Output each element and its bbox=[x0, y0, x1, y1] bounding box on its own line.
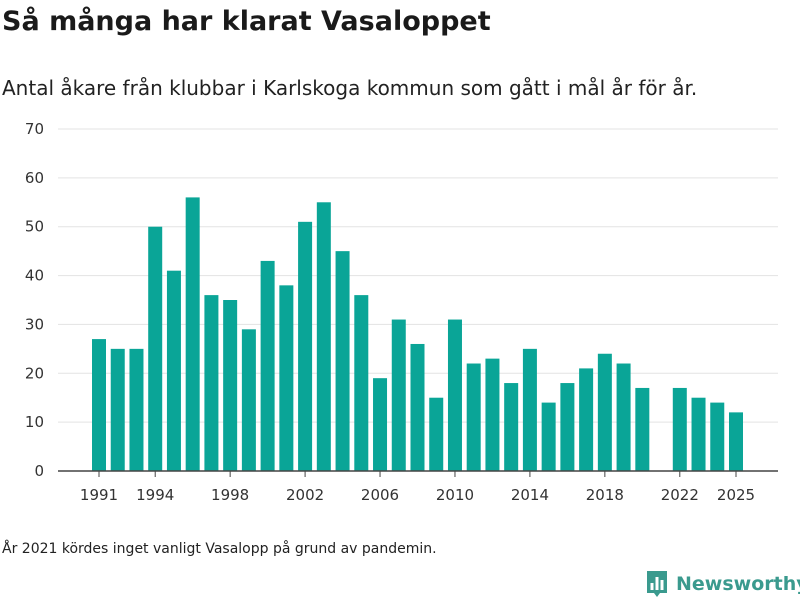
x-tick-label: 2006 bbox=[361, 486, 399, 504]
bars bbox=[92, 197, 743, 472]
bar-1992 bbox=[110, 348, 125, 471]
bar-2014 bbox=[522, 348, 537, 471]
y-tick-label: 20 bbox=[25, 364, 44, 382]
chart-title: Så många har klarat Vasaloppet bbox=[2, 6, 491, 37]
bar-2010 bbox=[447, 319, 462, 471]
bar-1997 bbox=[204, 295, 219, 471]
bar-2003 bbox=[316, 202, 331, 472]
bar-2024 bbox=[710, 402, 725, 471]
y-tick-label: 60 bbox=[25, 169, 44, 187]
bar-2011 bbox=[466, 363, 481, 471]
bar-2019 bbox=[616, 363, 631, 471]
x-tick-label: 2014 bbox=[511, 486, 549, 504]
bar-2015 bbox=[541, 402, 556, 471]
y-tick-label: 70 bbox=[25, 120, 44, 138]
bar-2017 bbox=[579, 368, 594, 471]
bar-1994 bbox=[148, 226, 163, 471]
x-axis bbox=[58, 470, 778, 477]
y-tick-label: 10 bbox=[25, 413, 44, 431]
bar-1991 bbox=[92, 339, 106, 471]
bar-2001 bbox=[279, 285, 294, 471]
bar-1998 bbox=[223, 300, 238, 471]
bar-1993 bbox=[129, 348, 144, 471]
y-axis-tick-labels: 0 10 20 30 40 50 60 70 bbox=[25, 120, 44, 480]
bar-1999 bbox=[241, 329, 256, 471]
bar-2009 bbox=[429, 397, 444, 471]
bar-2002 bbox=[298, 221, 313, 471]
x-tick-label: 2022 bbox=[661, 486, 699, 504]
bar-2022 bbox=[672, 387, 687, 471]
bar-2000 bbox=[260, 260, 275, 471]
bar-1995 bbox=[166, 270, 181, 471]
bar-1996 bbox=[185, 197, 200, 471]
footnote: År 2021 kördes inget vanligt Vasalopp på… bbox=[2, 541, 437, 557]
bar-chart: 0 10 20 30 40 50 60 70 1991 1994 1998 2002 2006 2010… bbox=[25, 120, 778, 504]
bar-2006 bbox=[373, 378, 388, 471]
y-tick-label: 40 bbox=[25, 267, 44, 285]
x-tick-label: 2002 bbox=[286, 486, 324, 504]
x-tick-label: 2025 bbox=[717, 486, 755, 504]
bar-2008 bbox=[410, 343, 425, 471]
y-tick-label: 50 bbox=[25, 218, 44, 236]
bar-2020 bbox=[635, 387, 650, 471]
bar-chart-icon bbox=[647, 571, 667, 597]
x-tick-label: 2018 bbox=[586, 486, 624, 504]
bar-2023 bbox=[691, 397, 706, 471]
bar-2013 bbox=[504, 383, 519, 471]
bar-2005 bbox=[354, 295, 369, 471]
bar-2018 bbox=[597, 353, 612, 471]
bar-2025 bbox=[729, 412, 743, 471]
y-tick-label: 30 bbox=[25, 315, 44, 333]
x-tick-label: 2010 bbox=[436, 486, 474, 504]
x-axis-tick-labels: 1991 1994 1998 2002 2006 2010 2014 2018 2022 2025 bbox=[80, 486, 755, 504]
bar-2016 bbox=[560, 383, 575, 471]
bar-2004 bbox=[335, 251, 350, 471]
x-tick-label: 1991 bbox=[80, 486, 118, 504]
x-tick-label: 1998 bbox=[211, 486, 249, 504]
chart-subtitle: Antal åkare från klubbar i Karlskoga kom… bbox=[2, 76, 698, 100]
bar-2007 bbox=[391, 319, 406, 471]
x-tick-label: 1994 bbox=[136, 486, 174, 504]
y-tick-label: 0 bbox=[34, 462, 44, 480]
brand-logo: Newsworthy bbox=[645, 568, 800, 600]
bar-2012 bbox=[485, 358, 500, 471]
brand-name: Newsworthy bbox=[676, 573, 800, 595]
